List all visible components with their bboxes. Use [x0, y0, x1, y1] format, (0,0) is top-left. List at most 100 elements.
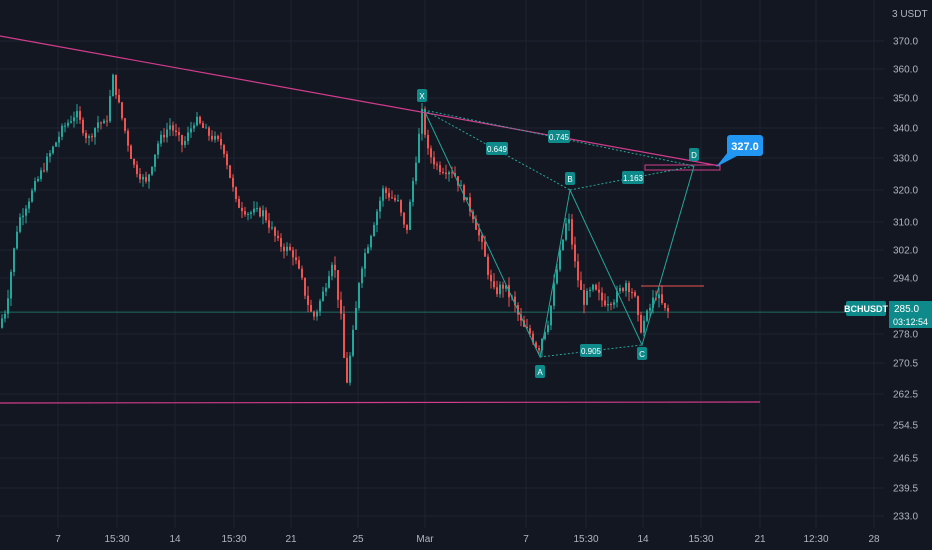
candle-body — [145, 176, 147, 182]
candle-body — [439, 165, 441, 172]
candle-body — [1, 318, 3, 328]
y-tick-label: 340.0 — [893, 124, 918, 135]
candle-body — [664, 303, 666, 308]
candle-body — [430, 148, 432, 158]
candle-body — [130, 145, 132, 160]
candle-body — [400, 200, 402, 213]
candle-body — [604, 300, 606, 306]
candle-body — [316, 311, 318, 317]
y-tick-label: 330.0 — [893, 154, 918, 165]
x-tick-label: 28 — [868, 534, 880, 545]
candle-body — [7, 298, 9, 314]
candle-body — [151, 166, 153, 175]
x-tick-label: 15:30 — [573, 534, 598, 545]
x-tick-label: 14 — [169, 534, 181, 545]
pattern-point-label: C — [639, 350, 645, 359]
candle-body — [553, 283, 555, 306]
candle-body — [226, 153, 228, 166]
candle-body — [91, 136, 93, 138]
candle-body — [382, 188, 384, 201]
candle-body — [220, 139, 222, 146]
candle-body — [496, 287, 498, 295]
candle-body — [292, 250, 294, 258]
candle-body — [190, 128, 192, 133]
candle-body — [514, 296, 516, 306]
grid-layer — [0, 0, 884, 528]
candle-body — [235, 187, 237, 199]
candle-body — [268, 220, 270, 228]
candle-body — [568, 219, 570, 224]
candle-body — [580, 280, 582, 291]
y-tick-label: 310.0 — [893, 218, 918, 229]
y-tick-label: 278.0 — [893, 330, 918, 341]
candle-body — [295, 257, 297, 261]
candle-body — [418, 133, 420, 163]
x-tick-label: 7 — [55, 534, 61, 545]
candle-body — [589, 289, 591, 291]
candle-body — [535, 342, 537, 349]
candle-body — [397, 200, 399, 202]
candle-body — [199, 116, 201, 124]
pattern-point-label: D — [691, 151, 697, 160]
candle-body — [559, 249, 561, 270]
candle-body — [598, 289, 600, 293]
candle-body — [232, 177, 234, 188]
candle-body — [205, 127, 207, 129]
candle-body — [355, 307, 357, 330]
candle-body — [331, 264, 333, 277]
candle-body — [466, 197, 468, 201]
candle-body — [67, 122, 69, 126]
candle-body — [322, 291, 324, 301]
candle-body — [577, 261, 579, 281]
candle-body — [196, 116, 198, 126]
y-tick-label: 270.5 — [893, 359, 918, 370]
candle-body — [667, 307, 669, 312]
candle-body — [451, 172, 453, 174]
candle-body — [265, 210, 267, 221]
candle-body — [40, 170, 42, 179]
candle-body — [307, 295, 309, 305]
candle-body — [25, 208, 27, 216]
candle-body — [361, 268, 363, 284]
candle-body — [412, 181, 414, 202]
candle-body — [310, 304, 312, 312]
x-tick-label: 7 — [523, 534, 529, 545]
candle-body — [133, 159, 135, 165]
candle-body — [16, 231, 18, 249]
candle-body — [427, 134, 429, 149]
candle-body — [208, 127, 210, 136]
ac-ratio-line — [539, 344, 643, 358]
candle-body — [214, 135, 216, 140]
ratio-tag — [622, 171, 644, 184]
bd-ratio-line — [569, 165, 695, 191]
candle-body — [436, 164, 438, 166]
candle-body — [502, 284, 504, 289]
candle-body — [637, 296, 639, 315]
candle-body — [319, 300, 321, 312]
candle-body — [340, 299, 342, 314]
label-layer: X A B C D 0.649 0.745 1.163 0.905 327.0 BCHUSDT 285… — [417, 89, 932, 378]
candle-body — [538, 348, 540, 351]
y-tick-label: 320.0 — [893, 186, 918, 197]
x-tick-label: 15:30 — [104, 534, 129, 545]
candle-body — [280, 238, 282, 247]
candle-body — [583, 290, 585, 305]
candle-body — [97, 122, 99, 128]
candle-body — [415, 162, 417, 182]
candle-body — [139, 174, 141, 180]
candle-body — [388, 192, 390, 198]
candle-body — [532, 333, 534, 343]
candle-body — [271, 227, 273, 229]
x-tick-label: 15:30 — [688, 534, 713, 545]
candle-body — [244, 211, 246, 215]
candle-body — [592, 284, 594, 290]
candle-body — [574, 244, 576, 262]
candle-body — [505, 285, 507, 289]
candle-body — [148, 174, 150, 182]
candle-body — [610, 304, 612, 306]
candle-body — [187, 132, 189, 142]
candle-body — [607, 304, 609, 306]
currency-label: 3 USDT — [892, 9, 928, 20]
candle-body — [595, 284, 597, 290]
